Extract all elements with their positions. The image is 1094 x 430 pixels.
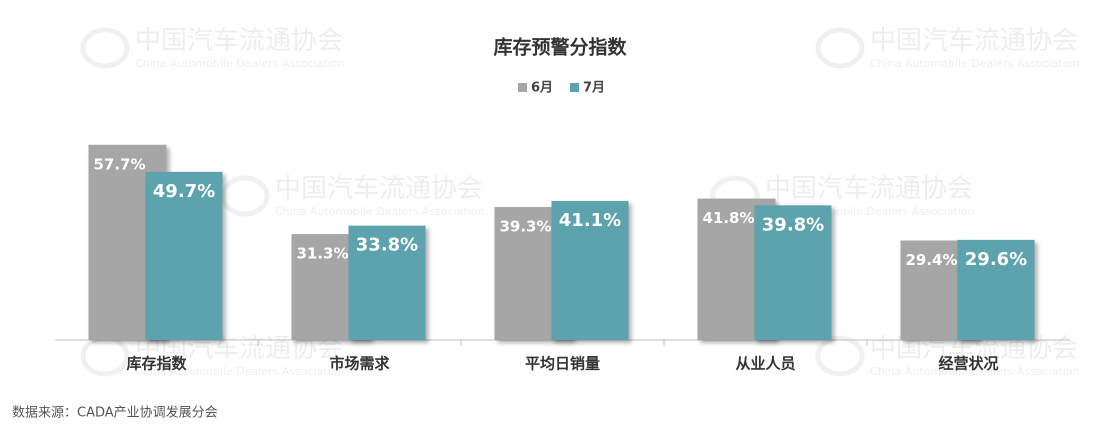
value-label: 39.3% bbox=[499, 218, 551, 236]
bar bbox=[957, 239, 1035, 340]
bar bbox=[145, 171, 223, 340]
source-note: 数据来源：CADA产业协调发展分会 bbox=[12, 405, 218, 421]
watermark-en: China Automobile Dealers Association bbox=[870, 365, 1079, 378]
watermark-en: China Automobile Dealers Association bbox=[135, 365, 344, 378]
value-label: 41.8% bbox=[702, 209, 754, 227]
watermark-logo bbox=[220, 175, 270, 217]
watermark-logo bbox=[80, 27, 130, 69]
watermark-cn: 中国汽车流通协会 bbox=[135, 26, 343, 56]
value-label: 29.4% bbox=[905, 251, 957, 269]
bar bbox=[754, 205, 832, 340]
watermark-en: China Automobile Dealers Association bbox=[275, 205, 484, 218]
legend-swatch bbox=[518, 83, 527, 92]
x-tick-label: 经营状况 bbox=[938, 355, 998, 373]
legend-label: 6月 bbox=[531, 81, 553, 96]
value-label: 49.7% bbox=[153, 181, 215, 202]
bar bbox=[348, 225, 426, 340]
watermark-cn: 中国汽车流通协会 bbox=[870, 26, 1078, 56]
x-tick-label: 平均日销量 bbox=[525, 355, 600, 373]
value-label: 31.3% bbox=[296, 245, 348, 263]
value-label: 41.1% bbox=[559, 210, 621, 231]
x-tick-label: 库存指数 bbox=[126, 355, 187, 373]
watermark-en: China Automobile Dealers Association bbox=[870, 57, 1079, 70]
watermark-cn: 中国汽车流通协会 bbox=[765, 174, 973, 204]
x-tick-label: 市场需求 bbox=[329, 355, 390, 373]
value-label: 33.8% bbox=[356, 235, 418, 256]
bar bbox=[551, 200, 629, 340]
chart-title: 库存预警分指数 bbox=[493, 36, 627, 59]
x-tick-label: 从业人员 bbox=[735, 355, 795, 373]
watermark-logo bbox=[815, 27, 865, 69]
value-label: 29.6% bbox=[965, 249, 1027, 270]
legend-swatch bbox=[570, 83, 579, 92]
value-label: 57.7% bbox=[93, 155, 145, 173]
value-label: 39.8% bbox=[762, 214, 824, 235]
watermark-cn: 中国汽车流通协会 bbox=[275, 174, 483, 204]
watermark-logo bbox=[80, 335, 130, 377]
watermark-en: China Automobile Dealers Association bbox=[135, 57, 344, 70]
legend: 6月 7月 bbox=[518, 81, 605, 96]
legend-label: 7月 bbox=[583, 81, 605, 96]
watermark-logo bbox=[815, 335, 865, 377]
